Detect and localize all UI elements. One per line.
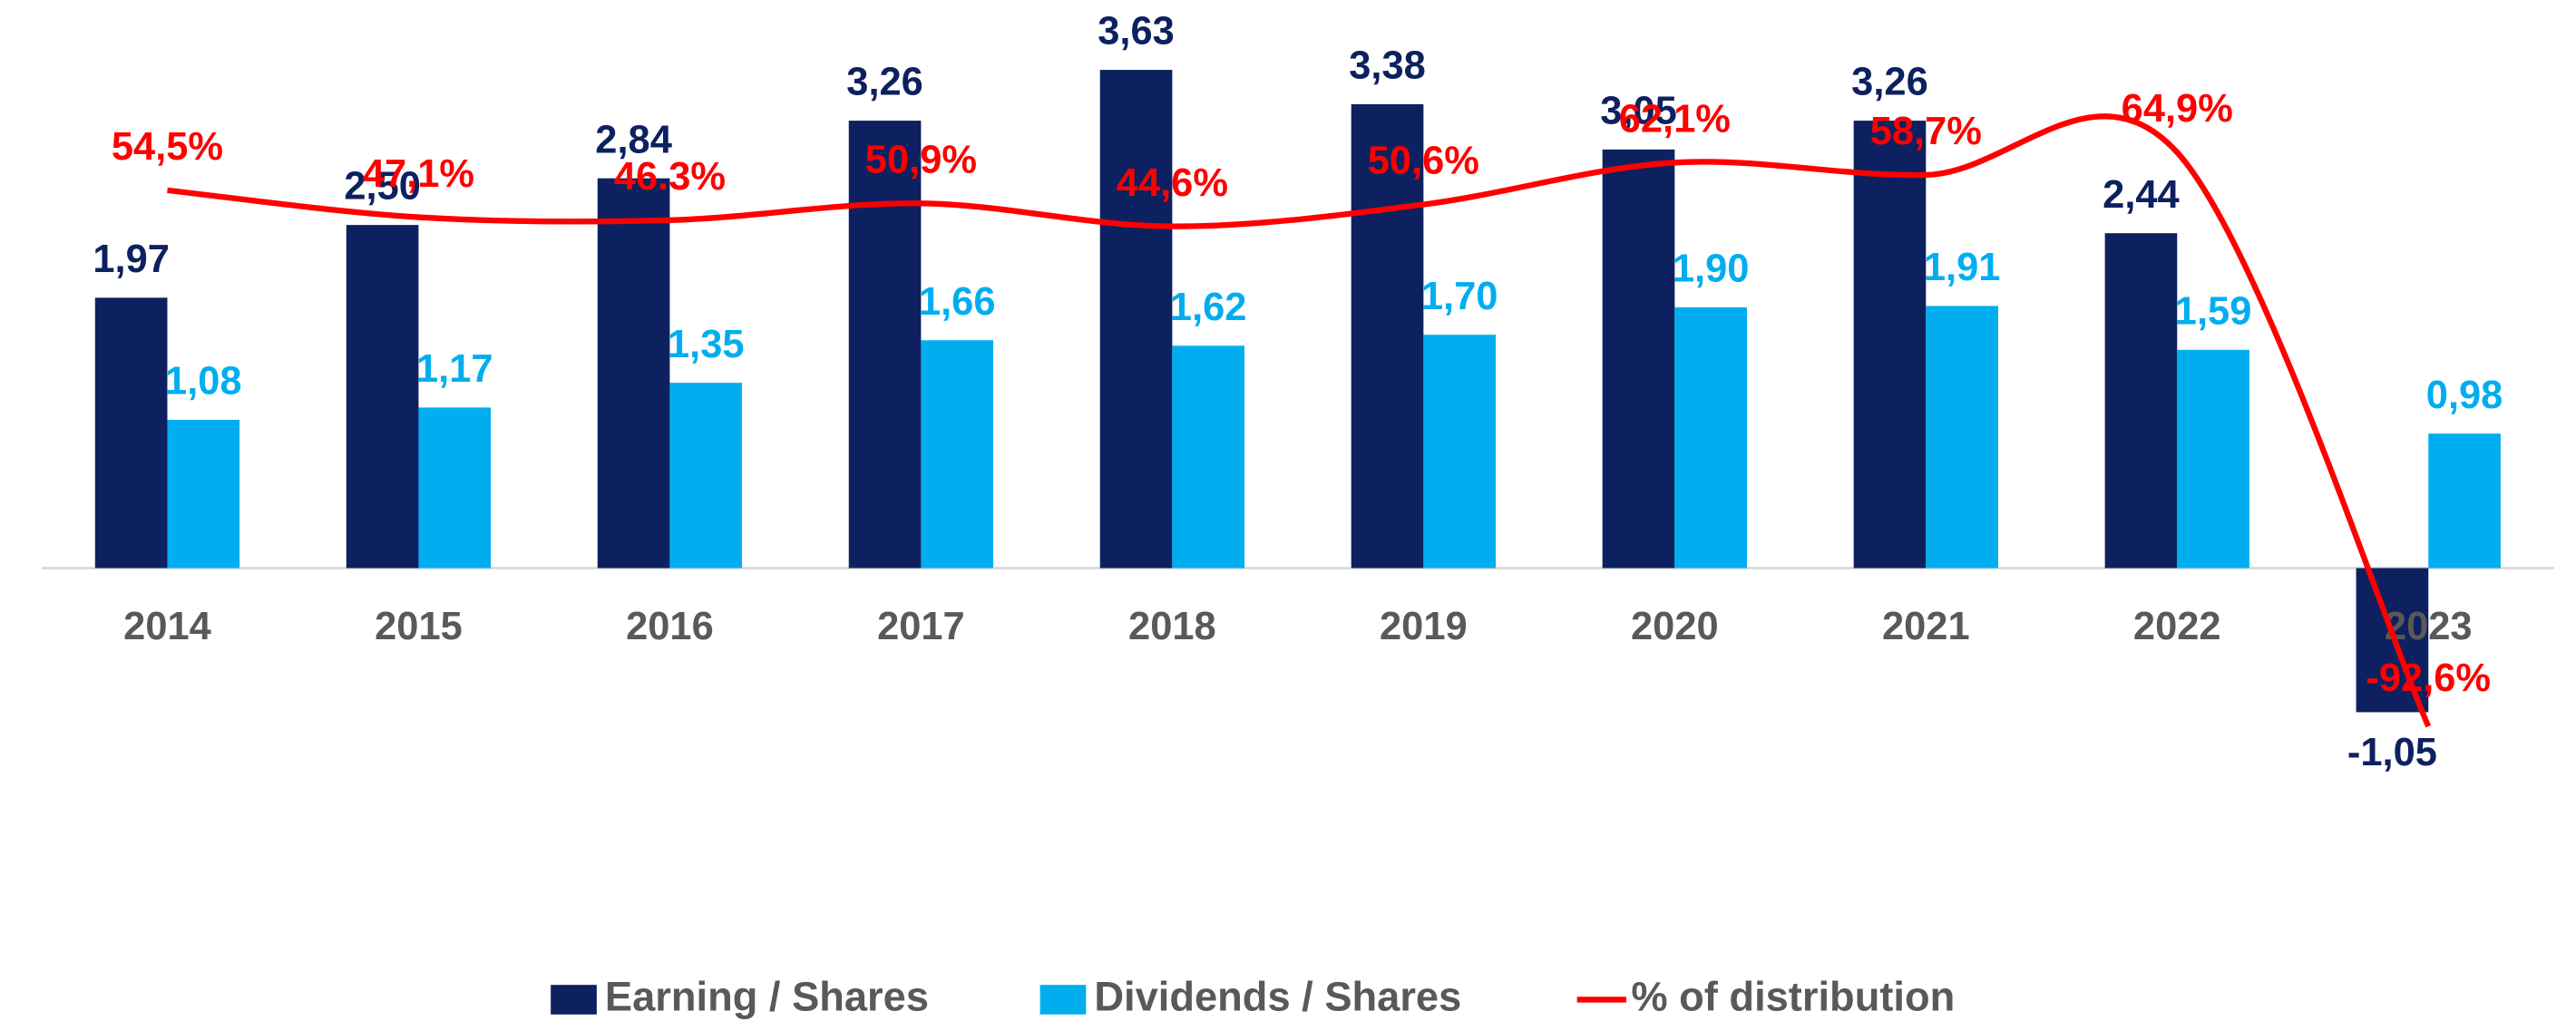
bar (2428, 433, 2501, 569)
data-label: 64,9% (2122, 87, 2233, 131)
data-label: 46.3% (614, 155, 726, 199)
bar (1423, 335, 1497, 569)
bar (669, 383, 743, 569)
bar (1926, 306, 1998, 569)
data-label: 47,1% (363, 152, 474, 196)
data-label: 1,90 (1673, 248, 1750, 291)
x-tick-label: 2023 (2385, 605, 2473, 648)
data-label: 1,59 (2175, 289, 2252, 333)
bar (597, 178, 670, 569)
x-tick-label: 2015 (375, 605, 463, 648)
data-label: 50,9% (865, 139, 977, 182)
bar (167, 420, 240, 569)
data-label: 3,05 (1600, 90, 1677, 133)
data-label: 58,7% (1870, 110, 1982, 153)
bar (1853, 121, 1927, 569)
data-label: -1,05 (2347, 731, 2437, 774)
data-label: 0,98 (2426, 374, 2503, 417)
bar (848, 121, 922, 569)
x-tick-label: 2020 (1631, 605, 1719, 648)
data-label: 1,35 (668, 323, 745, 366)
bar (1602, 149, 1675, 569)
data-label: 44,6% (1117, 161, 1228, 205)
data-label: 3,63 (1098, 10, 1175, 53)
data-label: 54,5% (112, 125, 223, 169)
data-label: 1,62 (1170, 286, 1247, 329)
bar (1099, 70, 1173, 569)
x-tick-label: 2018 (1128, 605, 1216, 648)
bar (346, 225, 419, 569)
bar (1674, 306, 1747, 569)
line (167, 113, 2432, 728)
data-label: 1,66 (919, 280, 996, 324)
x-tick-label: 2022 (2133, 605, 2221, 648)
data-label: 2,84 (595, 118, 672, 161)
legend-swatch (551, 985, 597, 1015)
bar (2104, 233, 2178, 569)
data-label: 1,17 (416, 347, 493, 391)
data-label: 2,44 (2103, 173, 2180, 217)
legend-label: Earning / Shares (605, 973, 929, 1019)
data-label: 1,91 (1924, 246, 2001, 289)
data-label: 1,97 (93, 238, 170, 281)
legend-swatch (1039, 985, 1087, 1015)
data-label: 62,1% (1619, 98, 1731, 141)
bar (921, 340, 994, 569)
x-tick-label: 2021 (1882, 605, 1970, 648)
x-tick-label: 2014 (123, 605, 211, 648)
data-label: 2,50 (344, 165, 421, 209)
data-label: 3,26 (846, 61, 923, 104)
legend-label: % of distribution (1631, 973, 1955, 1019)
bar (94, 297, 168, 569)
bar (1351, 103, 1424, 569)
data-label: 50,6% (1368, 140, 1479, 183)
data-label: 3,38 (1349, 44, 1426, 88)
data-label: -92,6% (2366, 656, 2491, 700)
legend-label: Dividends / Shares (1094, 973, 1461, 1019)
x-tick-label: 2017 (877, 605, 965, 648)
x-tick-label: 2016 (626, 605, 714, 648)
data-label: 1,70 (1421, 275, 1498, 318)
bar (2177, 349, 2249, 569)
bar (418, 407, 492, 569)
bar (1172, 345, 1245, 569)
x-tick-label: 2019 (1380, 605, 1468, 648)
data-label: 3,26 (1851, 61, 1928, 104)
data-label: 1,08 (165, 360, 242, 404)
